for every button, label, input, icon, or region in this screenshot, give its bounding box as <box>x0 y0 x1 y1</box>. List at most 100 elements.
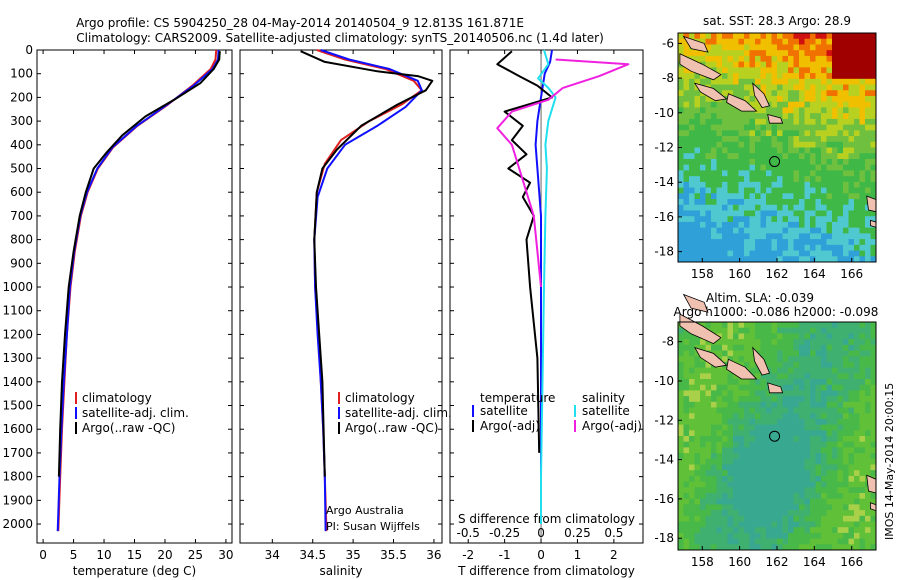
map-cell <box>837 361 844 368</box>
map-cell <box>821 78 827 85</box>
map-cell <box>683 407 690 414</box>
map-cell <box>722 521 728 528</box>
map-cell <box>810 124 816 131</box>
map-cell <box>865 356 871 363</box>
map-cell <box>826 136 833 143</box>
map-cell <box>705 61 712 68</box>
map-cell <box>678 361 684 368</box>
map-cell <box>837 256 844 263</box>
map-cell <box>854 153 860 160</box>
map-cell <box>810 199 816 206</box>
map-cell <box>826 55 833 63</box>
map-cell <box>711 221 717 229</box>
map-cell <box>799 430 805 437</box>
map-cell <box>716 124 723 131</box>
map-cell <box>711 373 717 380</box>
map-cell <box>722 510 728 517</box>
map-cell <box>870 33 877 40</box>
map-cell <box>788 458 794 465</box>
temperature-legend: climatology satellite-adj. clim. Argo(..… <box>75 391 189 435</box>
map-cell <box>771 322 778 329</box>
map-cell <box>815 158 822 166</box>
map-cell <box>826 33 833 40</box>
map-cell <box>749 55 756 63</box>
map-cell <box>804 339 811 346</box>
map-cell <box>771 181 778 188</box>
map-cell <box>815 227 822 234</box>
map-cell <box>727 401 734 408</box>
map-cell <box>755 515 761 522</box>
map-cell <box>777 373 783 380</box>
map-cell <box>799 244 805 251</box>
map-cell <box>705 113 712 120</box>
map-cell <box>870 510 877 517</box>
map-cell <box>700 50 706 57</box>
map-cell <box>870 532 877 539</box>
map-cell <box>711 515 717 522</box>
map-cell <box>826 481 833 488</box>
x-tick-label: 166 <box>840 267 863 281</box>
map-cell <box>705 221 712 229</box>
map-cell <box>793 424 800 431</box>
map-cell <box>678 532 684 539</box>
map-cell <box>854 44 860 51</box>
map-cell <box>859 181 866 188</box>
map-cell <box>848 441 855 448</box>
map-cell <box>694 538 701 545</box>
map-cell <box>793 322 800 329</box>
map-cell <box>782 350 789 357</box>
map-cell <box>700 239 706 246</box>
map-cell <box>733 61 739 68</box>
map-cell <box>832 350 838 357</box>
map-cell <box>744 447 750 454</box>
map-cell <box>804 107 811 114</box>
map-cell <box>694 532 701 539</box>
map-cell <box>744 470 750 477</box>
map-cell <box>733 84 739 91</box>
map-cell <box>777 193 783 200</box>
map-cell <box>870 333 877 340</box>
map-cell <box>826 130 833 137</box>
map-cell <box>804 55 811 63</box>
map-cell <box>749 164 756 171</box>
island-shape <box>693 82 728 102</box>
map-cell <box>782 510 789 517</box>
map-cell <box>826 118 833 126</box>
map-cell <box>777 327 783 334</box>
map-cell <box>788 199 794 206</box>
map-cell <box>777 90 783 97</box>
map-cell <box>727 350 734 357</box>
map-cell <box>733 350 739 357</box>
map-cell <box>854 256 860 263</box>
map-cell <box>755 493 761 500</box>
map-cell <box>788 44 794 51</box>
map-cell <box>744 250 750 257</box>
map-cell <box>749 250 756 257</box>
map-cell <box>804 84 811 91</box>
map-cell <box>821 350 827 357</box>
map-cell <box>766 401 772 408</box>
map-cell <box>760 538 767 545</box>
x-tick-label: 15 <box>127 548 142 562</box>
map-cell <box>865 401 871 408</box>
map-cell <box>804 322 811 329</box>
map-cell <box>854 532 860 539</box>
map-cell <box>738 50 745 57</box>
map-cell <box>832 515 838 522</box>
map-cell <box>843 221 849 229</box>
map-cell <box>700 176 706 183</box>
map-cell <box>788 401 794 408</box>
map-cell <box>810 147 816 154</box>
map-cell <box>804 90 811 97</box>
map-cell <box>678 239 684 246</box>
map-cell <box>760 176 767 183</box>
map-cell <box>678 227 684 234</box>
map-cell <box>821 38 827 45</box>
map-cell <box>716 527 723 534</box>
map-cell <box>760 333 767 340</box>
map-cell <box>700 532 706 539</box>
map-cell <box>700 390 706 397</box>
map-cell <box>755 447 761 454</box>
map-cell <box>782 361 789 368</box>
map-cell <box>788 239 794 246</box>
